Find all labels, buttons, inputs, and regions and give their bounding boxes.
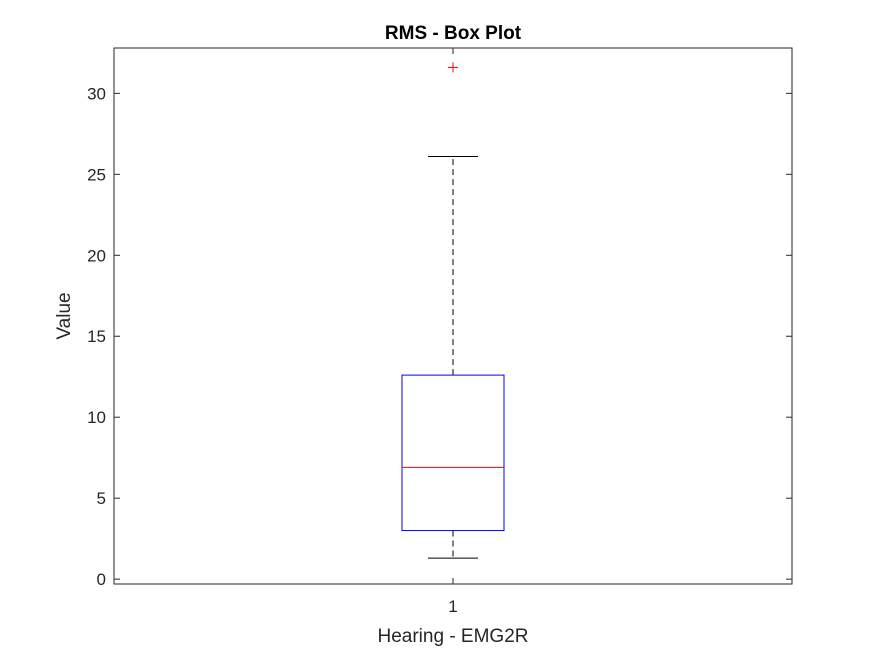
y-tick-label: 10 xyxy=(87,408,106,427)
y-tick-label: 20 xyxy=(87,246,106,265)
outlier-marker xyxy=(448,62,458,73)
x-axis-ticks: 1 xyxy=(448,48,458,616)
plot-marks xyxy=(401,62,505,559)
y-axis-label: Value xyxy=(54,292,75,339)
axes-frame xyxy=(113,47,793,585)
y-tick-label: 5 xyxy=(97,489,106,508)
y-axis-ticks: 0 5 10 15 20 25 30 xyxy=(87,84,792,589)
chart-title: RMS - Box Plot xyxy=(385,23,522,44)
box-iqr xyxy=(401,374,505,532)
y-tick-label: 15 xyxy=(87,327,106,346)
x-axis-label: Hearing - EMG2R xyxy=(378,626,529,647)
x-tick-label: 1 xyxy=(448,597,457,616)
y-tick-label: 25 xyxy=(87,165,106,184)
y-tick-label: 30 xyxy=(87,84,106,103)
y-tick-label: 0 xyxy=(97,570,106,589)
